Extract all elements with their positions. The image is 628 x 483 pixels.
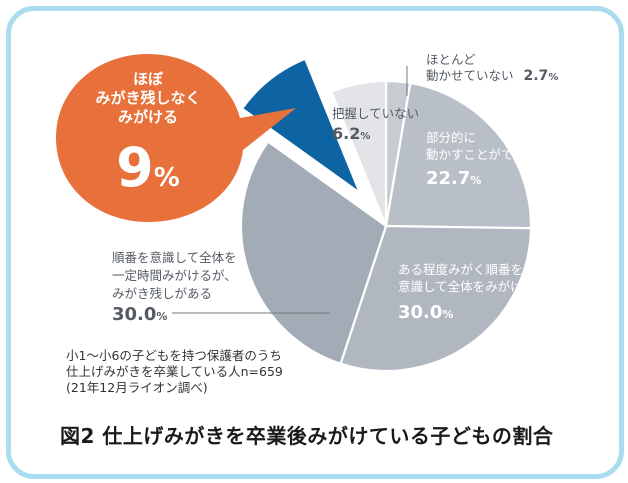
- label-haaku: 把握していない: [332, 106, 419, 121]
- label-jun-value: 30.0: [112, 304, 156, 325]
- figure-caption: 図2 仕上げみがきを卒業後みがけている子どもの割合: [60, 424, 554, 448]
- pie-slice-4: [240, 57, 362, 195]
- pie-slice-3: [239, 140, 388, 365]
- survey-note-line1: 小1〜小6の子どもを持つ保護者のうち: [66, 348, 282, 363]
- callout-line-2: みがき残しなく: [95, 89, 200, 107]
- label-hotondo-pct: %: [548, 72, 558, 83]
- label-haaku-value: 6.2: [332, 124, 360, 143]
- label-aru-pct: %: [442, 308, 453, 321]
- callout-bubble-shape: [56, 54, 296, 222]
- label-bubun-value-group: 22.7%: [426, 168, 481, 189]
- label-bubun-line2: 動かすことができる: [426, 147, 538, 162]
- label-haaku-value-group: 6.2%: [332, 124, 370, 143]
- callout-number: 9: [116, 136, 154, 199]
- callout-line-3: みがける: [118, 108, 178, 126]
- survey-note: 小1〜小6の子どもを持つ保護者のうち 仕上げみがきを卒業している人n=659 (…: [66, 348, 283, 396]
- label-jun-line1: 順番を意識して全体を: [112, 250, 237, 265]
- label-hotondo-line2: 動かせていない 2.7%: [426, 68, 558, 84]
- label-jun-line2: 一定時間みがけるが、: [112, 268, 237, 283]
- label-aru-line1: ある程度みがく順番を: [398, 262, 523, 277]
- label-hotondo-text: 動かせていない: [426, 68, 514, 83]
- label-hotondo-value: 2.7: [524, 68, 549, 84]
- label-bubun-line1: 部分的に: [426, 130, 476, 145]
- callout-percent: %: [154, 163, 180, 193]
- label-aru-value-group: 30.0%: [398, 302, 453, 323]
- label-jun-pct: %: [156, 310, 167, 323]
- pie-slice-1: [384, 81, 533, 230]
- callout-value: 9%: [116, 136, 180, 199]
- label-aru-value: 30.0: [398, 302, 442, 323]
- label-jun-line3: みがき残しがある: [112, 286, 212, 301]
- label-bubun-value: 22.7: [426, 168, 470, 189]
- callout-line-1: ほぼ: [133, 70, 164, 88]
- label-hotondo-line1: ほとんど: [426, 52, 476, 67]
- label-jun-value-group: 30.0%: [112, 304, 167, 325]
- callout-bubble: ほぼ みがき残しなく みがける 9%: [56, 54, 296, 222]
- survey-note-line2: 仕上げみがきを卒業している人n=659: [66, 364, 283, 379]
- label-bubun-pct: %: [470, 174, 481, 187]
- pie-slice-5: [330, 79, 388, 228]
- survey-note-line3: (21年12月ライオン調べ): [66, 380, 208, 395]
- pie-slices: [239, 57, 533, 373]
- pie-slice-2: [339, 224, 533, 373]
- label-aru-line2: 意識して全体をみがける: [398, 279, 535, 294]
- label-haaku-pct: %: [360, 131, 370, 142]
